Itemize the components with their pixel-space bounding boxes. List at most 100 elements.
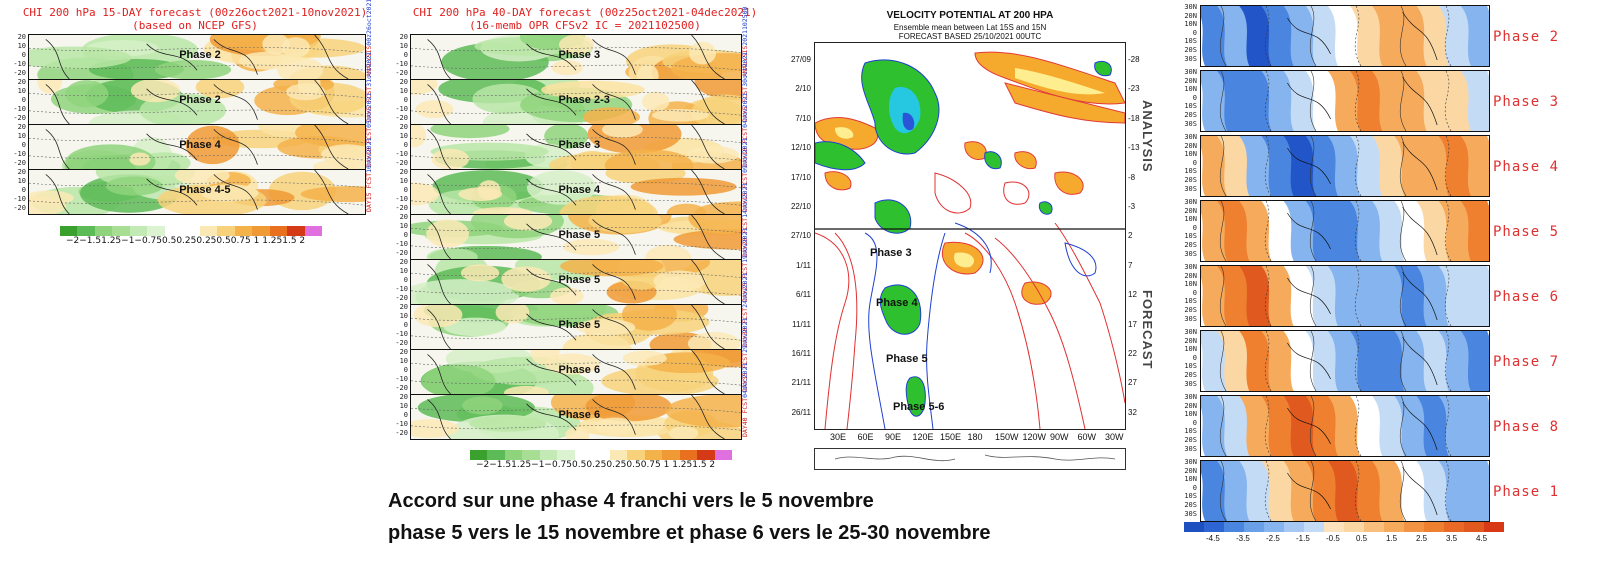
vp-index-tick: 17	[1128, 319, 1137, 329]
composite-lat-tick: 0	[1192, 353, 1197, 362]
composite-strip	[1200, 395, 1490, 457]
gfs-subtitle: (based on NCEP GFS)	[132, 19, 258, 32]
composite-phase-label: Phase 2	[1493, 29, 1560, 45]
lat-tick: 20	[17, 168, 26, 176]
strip-phase-label: Phase 6	[558, 409, 601, 422]
lat-tick: 20	[399, 258, 408, 266]
strip-valid-date: 2021102500	[741, 6, 749, 46]
strip-valid-date: 04dec2021	[741, 362, 749, 398]
lat-tick: 0	[21, 96, 26, 104]
composite-colorbar-tick: 4.5	[1476, 534, 1488, 543]
composite-lat-tick: 20S	[1184, 436, 1197, 444]
strip-valid-date: 29nov2021	[741, 317, 749, 353]
lat-tick: 10	[399, 312, 408, 320]
strip-valid-date: 30oct2021	[741, 51, 749, 87]
composite-phase-label: Phase 5	[1493, 224, 1560, 240]
lat-tick: 10	[17, 87, 26, 95]
strip-valid-date: 10nov2021	[365, 137, 373, 173]
lat-tick: 10	[17, 132, 26, 140]
composite-lat-tick: 0	[1192, 223, 1197, 232]
vp-date-tick: 21/11	[791, 378, 811, 388]
strip-phase-label: Phase 2-3	[558, 94, 610, 107]
lat-tick: 0	[403, 96, 408, 104]
strip-lead-label: DAY15 FCST	[365, 172, 373, 212]
composite-lat-tick: 20S	[1184, 241, 1197, 249]
lat-tick: 20	[399, 78, 408, 86]
lat-tick: 0	[403, 186, 408, 194]
lat-tick: -20	[395, 429, 408, 437]
vp-date-tick: 7/10	[795, 113, 811, 123]
vp-date-tick: 11/11	[792, 319, 811, 329]
forecast-strip	[410, 349, 742, 395]
forecast-strip	[28, 169, 366, 215]
lat-tick: 0	[403, 366, 408, 374]
strip-date-label: DAY15 FCST10nov2021	[365, 138, 373, 212]
vp-date-tick: 27/10	[790, 231, 811, 241]
vp-phase-label: Phase 5-6	[893, 401, 945, 413]
lat-tick: 10	[399, 177, 408, 185]
forecast-strip	[410, 214, 742, 260]
vp-date-tick: 26/11	[791, 407, 811, 417]
composite-lat-tick: 20S	[1184, 501, 1197, 509]
composite-lat-tick: 10S	[1184, 102, 1197, 111]
composite-lat-tick: 30S	[1184, 379, 1197, 388]
composite-lat-tick: 10S	[1184, 37, 1197, 46]
composite-lat-tick: 30S	[1184, 444, 1197, 453]
composite-colorbar-tick: 2.5	[1416, 534, 1428, 543]
lat-tick: -10	[395, 420, 408, 428]
lat-tick: 0	[21, 51, 26, 59]
vp-index-tick: -3	[1128, 202, 1136, 211]
caption-line-2: phase 5 vers le 15 novembre et phase 6 v…	[388, 522, 991, 544]
forecast-strip	[410, 304, 742, 350]
composite-lat-tick: 10S	[1184, 427, 1197, 436]
forecast-strip	[410, 34, 742, 80]
vp-contours	[815, 51, 1125, 429]
composite-lat-tick: 20S	[1184, 176, 1197, 184]
composite-strip	[1200, 70, 1490, 132]
composite-lat-tick: 30N	[1184, 3, 1197, 11]
strip-phase-label: Phase 5	[558, 319, 601, 332]
composite-lat-tick: 10S	[1184, 297, 1197, 306]
forecast-strip	[410, 79, 742, 125]
lat-tick: -20	[13, 114, 26, 122]
cfs-title: CHI 200 hPa 40-DAY forecast (00z25oct202…	[412, 6, 758, 19]
vp-date-tick: 1/11	[796, 260, 811, 270]
composite-phase-label: Phase 8	[1493, 419, 1560, 435]
composite-lat-tick: 10N	[1184, 215, 1197, 224]
vp-lon-tick: 90W	[1050, 432, 1069, 442]
forecast-strip	[28, 79, 366, 125]
vp-lon-tick: 150E	[940, 432, 962, 442]
vp-title: VELOCITY POTENTIAL AT 200 HPA	[886, 10, 1054, 21]
strip-valid-date: 05nov2021	[365, 92, 373, 128]
vp-date-tick: 27/09	[790, 55, 811, 64]
lat-tick: -10	[395, 375, 408, 383]
composite-lat-tick: 20N	[1184, 466, 1197, 475]
lat-tick: -10	[395, 195, 408, 203]
composite-phase-label: Phase 1	[1493, 484, 1560, 500]
lat-tick: -20	[13, 69, 26, 77]
forecast-strip	[410, 169, 742, 215]
gfs-title: CHI 200 hPa 15-DAY forecast (00z26oct202…	[22, 6, 368, 19]
composite-strip	[1200, 265, 1490, 327]
strip-phase-label: Phase 3	[558, 139, 601, 152]
vp-index-tick: 2	[1128, 231, 1133, 241]
composite-lat-tick: 30S	[1184, 184, 1197, 193]
forecast-strip	[410, 394, 742, 440]
strip-phase-label: Phase 2	[179, 94, 221, 107]
composite-lat-tick: 20N	[1184, 141, 1197, 150]
composite-lat-tick: 10N	[1184, 85, 1197, 94]
composite-lat-tick: 0	[1192, 418, 1197, 427]
vp-index-tick: -23	[1128, 84, 1140, 94]
lat-tick: 10	[399, 222, 408, 230]
cfs-colorbar	[470, 450, 733, 460]
vp-index-tick: -18	[1128, 113, 1140, 123]
lat-tick: 10	[399, 357, 408, 365]
composite-lat-tick: 20S	[1184, 371, 1197, 379]
lat-tick: 0	[21, 141, 26, 149]
composite-lat-tick: 10S	[1184, 232, 1197, 241]
vp-lon-tick: 150W	[995, 432, 1019, 442]
composite-lat-tick: 10N	[1184, 475, 1197, 484]
lat-tick: 0	[403, 276, 408, 284]
strip-valid-date: 31oct2021	[365, 51, 373, 87]
composite-lat-tick: 20N	[1184, 271, 1197, 280]
